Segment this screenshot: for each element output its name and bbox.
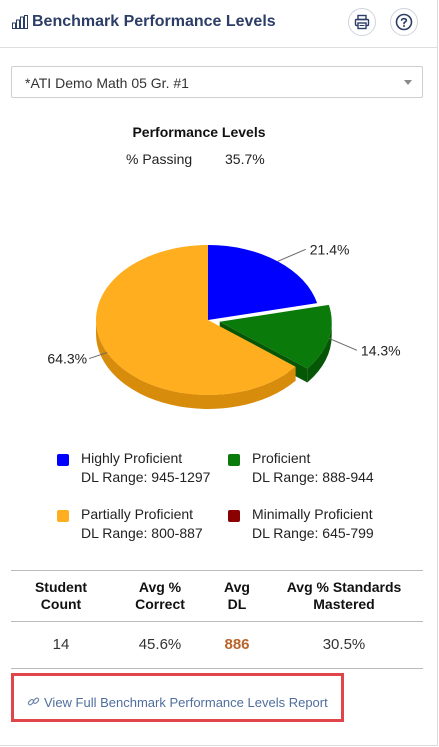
panel-title: Benchmark Performance Levels — [32, 13, 276, 30]
legend-name: Minimally Proficient — [252, 506, 373, 522]
view-full-report-label: View Full Benchmark Performance Levels R… — [44, 695, 328, 710]
legend-range: DL Range: 888-944 — [252, 469, 374, 485]
panel-header: Benchmark Performance Levels — [0, 0, 437, 48]
avg-standards-header: Avg % Standards Mastered — [286, 579, 402, 612]
pie-slice — [95, 245, 296, 395]
help-button[interactable] — [390, 8, 418, 36]
question-icon — [395, 13, 413, 31]
percent-passing-label: % Passing — [126, 151, 193, 167]
assessment-select[interactable]: *ATI Demo Math 05 Gr. #1 — [11, 66, 423, 98]
legend-swatch — [57, 454, 69, 466]
pie-leader-line — [88, 352, 108, 360]
legend-swatch — [57, 510, 69, 522]
assessment-select-value: *ATI Demo Math 05 Gr. #1 — [25, 75, 189, 91]
highlight-box — [11, 673, 344, 722]
pie-data-label: 64.3% — [47, 351, 87, 367]
print-button[interactable] — [348, 8, 376, 36]
pie-slice-side — [307, 321, 332, 383]
stats-divider — [11, 621, 423, 622]
legend-range: DL Range: 945-1297 — [81, 469, 211, 485]
avg-correct-value: 45.6% — [138, 636, 182, 653]
legend-name: Partially Proficient — [81, 506, 194, 522]
legend-name: Proficient — [252, 450, 311, 466]
legend-range: DL Range: 800-887 — [81, 525, 203, 541]
stats-divider — [11, 570, 423, 571]
legend-name: Highly Proficient — [81, 450, 183, 466]
chevron-down-icon — [404, 80, 412, 85]
pie-slice — [219, 304, 332, 369]
bar-chart-icon — [12, 15, 28, 29]
avg-dl-header: Avg DL — [224, 579, 250, 612]
pie-slice — [208, 245, 318, 320]
avg-standards-value: 30.5% — [322, 636, 366, 653]
view-full-report-link[interactable]: View Full Benchmark Performance Levels R… — [27, 695, 328, 710]
pie-leader-line — [328, 337, 358, 351]
student-count-value: 14 — [52, 636, 70, 653]
pie-slice-side — [96, 320, 296, 409]
stats-divider — [11, 668, 423, 669]
avg-dl-value: 886 — [224, 636, 250, 653]
chart-title: Performance Levels — [132, 124, 266, 140]
student-count-header: Student Count — [34, 579, 88, 612]
legend-range: DL Range: 645-799 — [252, 525, 374, 541]
legend-swatch — [228, 510, 240, 522]
pie-leader-line — [277, 248, 306, 262]
avg-correct-header: Avg % Correct — [135, 579, 185, 612]
pie-data-label: 14.3% — [361, 342, 401, 358]
pie-data-label: 21.4% — [310, 241, 350, 257]
legend-swatch — [228, 454, 240, 466]
performance-pie-chart: 21.4% 14.3% 64.3% — [47, 241, 401, 409]
link-icon — [27, 697, 40, 706]
printer-icon — [354, 14, 370, 30]
percent-passing-value: 35.7% — [225, 151, 265, 167]
